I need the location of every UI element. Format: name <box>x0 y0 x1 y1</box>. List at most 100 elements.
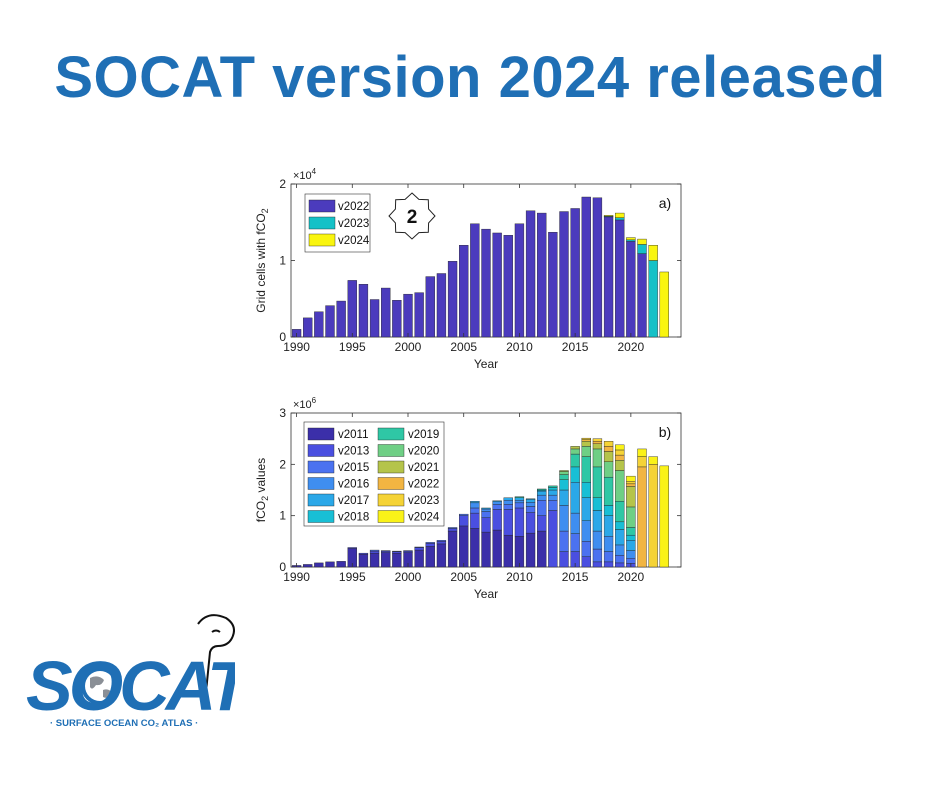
bar-v2015-2015 <box>570 533 580 552</box>
bar-v2022-2007 <box>481 228 491 338</box>
bar-v2015-2014 <box>559 530 569 552</box>
badge-star-icon <box>388 192 436 240</box>
x-tick-label: 2010 <box>506 570 533 584</box>
bar-v2023-2021 <box>637 456 647 468</box>
bar-v2023-2019 <box>615 217 625 221</box>
bar-v2019-2011 <box>525 498 536 500</box>
bar-v2022-2021 <box>637 466 647 568</box>
bar-v2020-2019 <box>615 470 625 502</box>
legend-swatch-v2016 <box>307 477 335 490</box>
bar-v2016-2017 <box>592 530 603 550</box>
bar-v2020-2018 <box>603 461 614 478</box>
y-tick-label: 1 <box>279 509 286 523</box>
bar-v2011-2010 <box>514 536 525 568</box>
legend-swatch-v2017 <box>307 493 335 507</box>
bar-v2011-2009 <box>503 534 513 568</box>
bar-v2019-2018 <box>603 476 614 506</box>
bar-v2022-2020 <box>626 241 636 338</box>
bar-v2024-2018 <box>603 215 614 217</box>
bar-v2022-2001 <box>414 292 424 338</box>
bar-v2022-2019 <box>615 454 625 461</box>
bar-v2022-1994 <box>336 300 346 338</box>
legend-swatch-v2024 <box>377 510 405 523</box>
bar-v2022-1999 <box>392 300 402 338</box>
bar-v2015-2002 <box>425 542 435 544</box>
bar-v2023-2019 <box>615 449 625 456</box>
bar-v2016-2014 <box>559 505 569 532</box>
x-axis-label: Year <box>474 357 498 371</box>
legend-swatch-v2023 <box>377 493 405 507</box>
bar-v2011-2007 <box>481 531 491 568</box>
legend-swatch-v2022 <box>308 199 336 213</box>
legend-swatch-v2020 <box>377 444 405 457</box>
bar-v2023-2017 <box>592 438 603 442</box>
bar-v2017-2014 <box>559 489 569 506</box>
bar-v2022-1998 <box>381 287 391 338</box>
bar-v2013-2017 <box>592 561 603 568</box>
y-axis-label: Grid cells with fCO2 <box>254 208 270 312</box>
bar-v2022-2018 <box>603 446 614 452</box>
bar-v2023-2022 <box>648 260 658 338</box>
bar-v2020-2015 <box>570 448 580 455</box>
bar-v2024-2019 <box>615 444 625 451</box>
bar-v2022-2019 <box>615 219 625 338</box>
bar-v2015-2010 <box>514 502 525 509</box>
x-tick-label: 1995 <box>339 340 366 354</box>
bar-v2016-2012 <box>537 494 547 501</box>
bar-v2013-2001 <box>414 547 424 551</box>
legend-swatch-v2022 <box>377 477 405 490</box>
bar-v2022-2014 <box>559 211 569 338</box>
bar-v2024-2022 <box>648 456 658 465</box>
bar-v2024-2020 <box>626 237 636 241</box>
bar-v2015-2011 <box>525 506 536 513</box>
bar-v2023-2018 <box>603 441 614 447</box>
bar-v2022-1995 <box>347 280 357 338</box>
bar-v2022-2000 <box>403 293 413 338</box>
bar-v2013-2002 <box>425 543 435 547</box>
bar-v2017-2017 <box>592 510 603 532</box>
bar-v2015-1997 <box>369 549 380 552</box>
bar-v2015-2012 <box>537 500 547 516</box>
bar-v2015-2013 <box>548 500 558 511</box>
bar-v2019-2019 <box>615 501 625 523</box>
bar-v2024-2023 <box>659 271 669 338</box>
bar-v2018-2016 <box>581 482 591 498</box>
bar-v2022-2011 <box>525 210 536 338</box>
bar-v2011-1991 <box>303 564 313 568</box>
bar-v2022-1997 <box>369 299 380 338</box>
bar-v2019-2014 <box>559 474 569 480</box>
bar-v2023-2020 <box>626 239 636 242</box>
bar-v2021-2017 <box>592 443 603 450</box>
bar-v2016-2009 <box>503 500 513 505</box>
y-axis-label: fCO2 values <box>254 458 270 522</box>
bar-v2024-2019 <box>615 212 625 218</box>
bar-v2022-2015 <box>570 208 580 338</box>
bar-v2015-2018 <box>603 551 614 563</box>
bar-v2024-2023 <box>659 465 669 568</box>
bar-v2022-1993 <box>325 305 335 338</box>
bar-v2011-1997 <box>369 552 380 568</box>
bar-v2015-2004 <box>447 527 458 529</box>
bar-v2015-1999 <box>392 550 402 552</box>
bar-v2022-2021 <box>637 253 647 338</box>
legend-swatch-v2018 <box>307 510 335 523</box>
bar-v2016-2007 <box>481 508 491 512</box>
legend-label-v2016: v2016 <box>338 479 369 491</box>
bar-v2018-2020 <box>626 534 636 541</box>
legend-label-v2022: v2022 <box>338 201 369 213</box>
x-tick-label: 1990 <box>283 570 310 584</box>
bar-v2013-2004 <box>447 528 458 532</box>
y-tick-label: 0 <box>279 330 286 344</box>
bar-v2020-2016 <box>581 446 591 457</box>
bar-v2011-2006 <box>470 528 480 568</box>
legend-swatch-v2013 <box>307 444 335 457</box>
bar-v2016-2020 <box>626 550 636 559</box>
bar-v2020-2014 <box>559 471 569 475</box>
axis-exponent: ×106 <box>293 396 317 411</box>
bar-v2018-2017 <box>592 497 603 511</box>
bar-v2015-2008 <box>492 504 502 510</box>
bar-v2022-2005 <box>459 244 469 338</box>
bar-v2019-2016 <box>581 456 591 483</box>
legend-swatch-v2015 <box>307 460 335 474</box>
bar-v2017-2009 <box>503 497 513 501</box>
